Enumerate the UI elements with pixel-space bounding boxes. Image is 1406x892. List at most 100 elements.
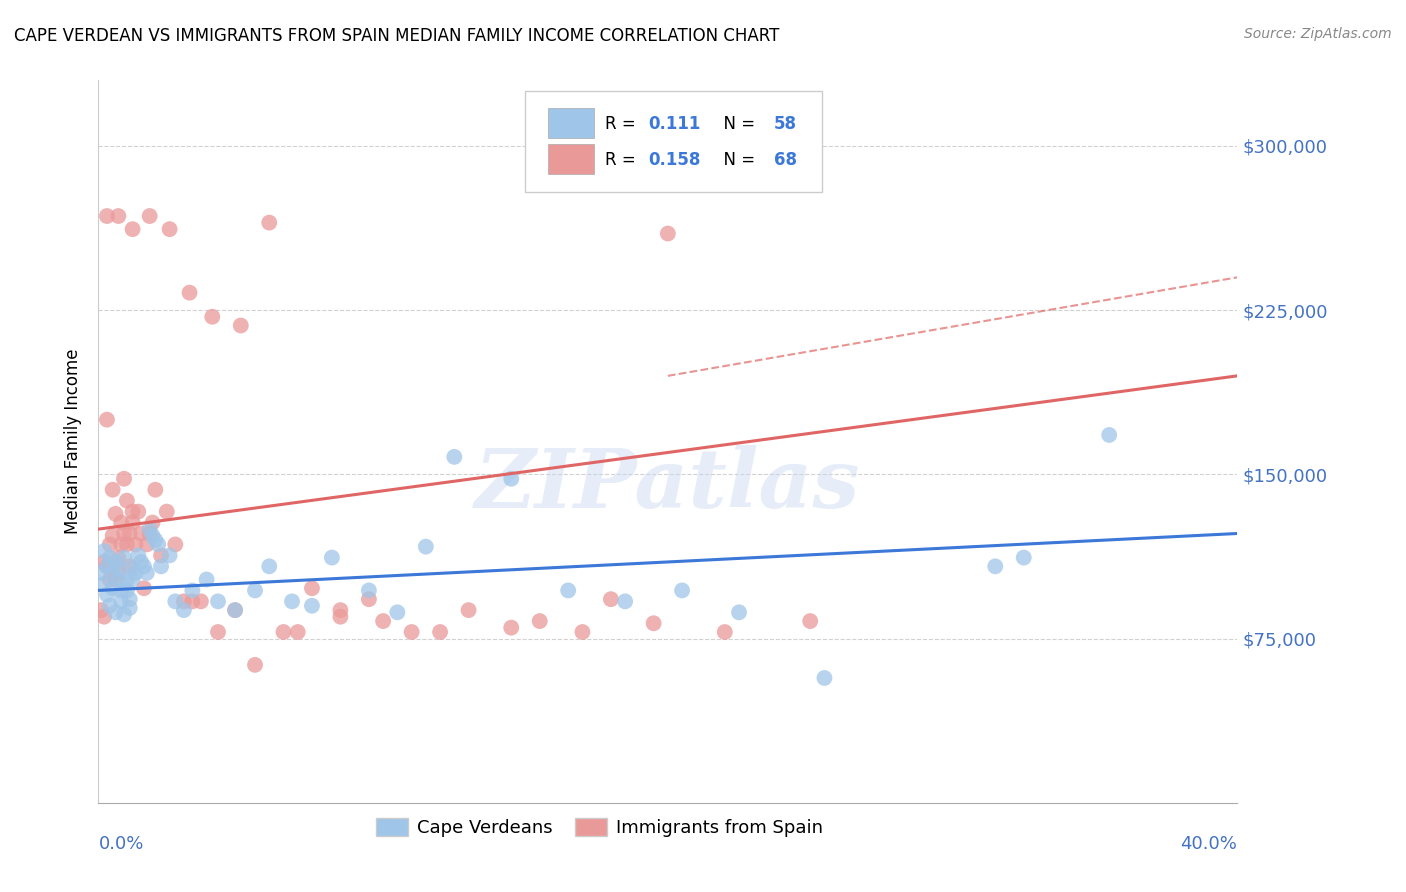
Point xyxy=(104,605,127,619)
Point xyxy=(115,583,138,598)
Point xyxy=(571,625,593,640)
Point xyxy=(132,559,155,574)
Point xyxy=(90,566,112,580)
Point xyxy=(96,559,118,574)
Point xyxy=(118,526,141,541)
Point xyxy=(112,550,135,565)
Text: 68: 68 xyxy=(773,151,797,169)
Point xyxy=(110,583,132,598)
Point xyxy=(657,227,679,241)
Point xyxy=(148,537,170,551)
Point xyxy=(150,559,173,574)
Point xyxy=(138,209,160,223)
Point xyxy=(1098,428,1121,442)
Point xyxy=(600,592,623,607)
Y-axis label: Median Family Income: Median Family Income xyxy=(65,349,83,534)
Point xyxy=(110,516,132,530)
Point xyxy=(141,529,163,543)
Point xyxy=(281,594,304,608)
Point xyxy=(799,614,821,628)
Point xyxy=(201,310,224,324)
Point xyxy=(181,583,204,598)
Point xyxy=(813,671,835,685)
Point xyxy=(287,625,309,640)
Point xyxy=(159,222,181,236)
Point xyxy=(179,285,201,300)
Point xyxy=(387,605,409,619)
Point xyxy=(224,603,246,617)
Point xyxy=(443,450,465,464)
Point xyxy=(373,614,395,628)
Point xyxy=(101,566,124,580)
Point xyxy=(259,216,281,230)
Point xyxy=(101,581,124,595)
Point xyxy=(529,614,551,628)
Text: CAPE VERDEAN VS IMMIGRANTS FROM SPAIN MEDIAN FAMILY INCOME CORRELATION CHART: CAPE VERDEAN VS IMMIGRANTS FROM SPAIN ME… xyxy=(14,27,779,45)
Point xyxy=(357,583,380,598)
Point xyxy=(127,505,149,519)
Point xyxy=(728,605,751,619)
Point xyxy=(984,559,1007,574)
Bar xyxy=(548,144,593,174)
Text: N =: N = xyxy=(713,151,761,169)
Point xyxy=(107,573,129,587)
Point xyxy=(98,573,121,587)
Point xyxy=(401,625,423,640)
Point xyxy=(301,581,323,595)
Point xyxy=(98,599,121,613)
Point xyxy=(124,566,146,580)
Point xyxy=(93,609,115,624)
Point xyxy=(429,625,451,640)
Point xyxy=(96,588,118,602)
Point xyxy=(121,561,143,575)
Point xyxy=(107,566,129,580)
Point xyxy=(110,537,132,551)
Point xyxy=(243,657,266,672)
Point xyxy=(124,537,146,551)
Point xyxy=(104,507,127,521)
Point xyxy=(1012,550,1035,565)
Point xyxy=(156,505,179,519)
Point xyxy=(93,555,115,569)
Point xyxy=(118,592,141,607)
Point xyxy=(501,472,523,486)
Point xyxy=(190,594,212,608)
Point xyxy=(557,583,579,598)
Point xyxy=(259,559,281,574)
Legend: Cape Verdeans, Immigrants from Spain: Cape Verdeans, Immigrants from Spain xyxy=(368,811,831,845)
Point xyxy=(714,625,737,640)
Point xyxy=(96,209,118,223)
Point xyxy=(115,493,138,508)
Point xyxy=(614,594,637,608)
Point xyxy=(98,550,121,565)
Point xyxy=(301,599,323,613)
Text: N =: N = xyxy=(713,115,761,133)
Point xyxy=(173,594,195,608)
Point xyxy=(329,609,352,624)
Point xyxy=(173,603,195,617)
Point xyxy=(121,516,143,530)
Point xyxy=(159,549,181,563)
Point xyxy=(273,625,295,640)
Point xyxy=(93,577,115,591)
Point xyxy=(181,594,204,608)
Point xyxy=(121,505,143,519)
Point xyxy=(138,526,160,541)
Point xyxy=(112,472,135,486)
Point xyxy=(121,222,143,236)
Point xyxy=(145,533,167,547)
Point xyxy=(127,549,149,563)
Point xyxy=(101,483,124,497)
Point xyxy=(643,616,665,631)
Text: R =: R = xyxy=(605,115,641,133)
Point xyxy=(129,555,152,569)
Text: Source: ZipAtlas.com: Source: ZipAtlas.com xyxy=(1244,27,1392,41)
Point xyxy=(224,603,246,617)
Point xyxy=(104,573,127,587)
Point xyxy=(243,583,266,598)
Point xyxy=(118,601,141,615)
Point xyxy=(357,592,380,607)
Point xyxy=(98,537,121,551)
Point xyxy=(207,625,229,640)
Point xyxy=(90,603,112,617)
